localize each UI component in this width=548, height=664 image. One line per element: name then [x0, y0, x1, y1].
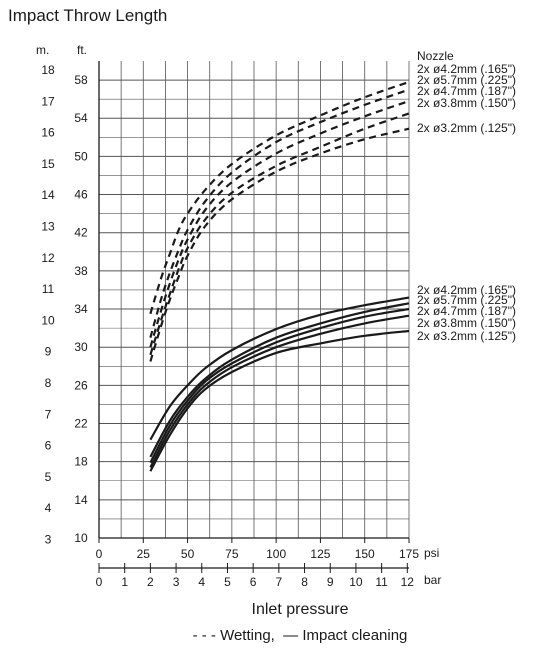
y-tick-feet: 58	[74, 73, 88, 87]
y-tick-feet: 30	[74, 340, 88, 354]
y-tick-feet: 50	[74, 149, 88, 163]
x-tick-psi: 0	[96, 547, 103, 561]
series-label: 2x ø4.2mm (.165")	[417, 62, 516, 76]
y-tick-feet: 26	[74, 378, 88, 392]
x-tick-bar: 0	[96, 575, 103, 589]
series-layer	[149, 80, 410, 472]
x-unit-psi: psi	[424, 546, 439, 560]
y-tick-feet: 22	[74, 417, 88, 431]
y-tick-meters: 15	[41, 157, 55, 171]
line-style-legend: - - - Wetting, — Impact cleaning	[193, 627, 408, 644]
y-tick-feet: 18	[74, 455, 88, 469]
y-unit-right: ft.	[77, 43, 87, 57]
x-tick-bar: 1	[121, 575, 128, 589]
wetting-series-line	[149, 127, 410, 362]
x-tick-bar: 12	[401, 575, 415, 589]
chart-grid	[98, 61, 410, 539]
impact-series-line	[149, 314, 410, 468]
y-tick-meters: 12	[41, 251, 55, 265]
y-tick-meters: 9	[45, 345, 52, 359]
y-tick-meters: 14	[41, 188, 55, 202]
y-tick-meters: 4	[45, 501, 52, 515]
wetting-series-line	[149, 100, 410, 348]
x-tick-psi: 100	[266, 547, 286, 561]
x-tick-bar: 5	[224, 575, 231, 589]
x-tick-bar: 11	[375, 575, 388, 589]
chart-title: Impact Throw Length	[8, 6, 167, 25]
y-tick-feet: 38	[74, 264, 88, 278]
series-label: 2x ø4.7mm (.187")	[417, 84, 516, 98]
series-label: 2x ø3.2mm (.125")	[417, 121, 516, 135]
x-axis-label: Inlet pressure	[252, 601, 349, 618]
series-label: 2x ø5.7mm (.225")	[417, 73, 516, 87]
wetting-series-line	[149, 88, 410, 338]
x-tick-psi: 150	[355, 547, 375, 561]
series-labels: 2x ø4.2mm (.165")2x ø5.7mm (.225")2x ø4.…	[417, 62, 516, 343]
y-tick-feet: 54	[74, 111, 88, 125]
y-tick-feet: 14	[74, 493, 88, 507]
y-axis-meters: 3 4 5 6 7 8 9 10 11 12 13 14 15 16 17 18	[41, 63, 55, 546]
impact-series-line	[149, 296, 410, 441]
legend-title: Nozzle	[417, 49, 454, 63]
series-label: 2x ø3.8mm (.150")	[417, 96, 516, 110]
y-tick-feet: 42	[74, 226, 88, 240]
y-axis-feet: 10 14 18 22 26 30 34 38 42 46 50 54 58	[74, 73, 88, 545]
series-label: 2x ø4.7mm (.187")	[417, 304, 516, 318]
y-tick-meters: 13	[41, 220, 55, 234]
x-tick-bar: 9	[327, 575, 334, 589]
series-label: 2x ø5.7mm (.225")	[417, 293, 516, 307]
x-tick-psi: 25	[137, 547, 151, 561]
x-tick-bar: 4	[198, 575, 205, 589]
impact-series-line	[149, 329, 410, 472]
x-unit-bar: bar	[424, 573, 441, 587]
x-tick-bar: 8	[301, 575, 308, 589]
y-unit-left: m.	[36, 43, 49, 57]
x-tick-bar: 7	[276, 575, 283, 589]
x-tick-psi: 175	[399, 547, 419, 561]
x-tick-psi: 125	[310, 547, 330, 561]
wetting-series-line	[149, 112, 410, 356]
series-label: 2x ø3.8mm (.150")	[417, 316, 516, 330]
x-tick-bar: 10	[349, 575, 363, 589]
series-label: 2x ø4.2mm (.165")	[417, 283, 516, 297]
impact-series-line	[149, 302, 410, 458]
series-label: 2x ø3.2mm (.125")	[417, 329, 516, 343]
y-tick-meters: 6	[45, 439, 52, 453]
wetting-series-line	[149, 80, 410, 315]
y-tick-meters: 10	[41, 313, 55, 327]
y-tick-meters: 5	[45, 470, 52, 484]
y-tick-meters: 7	[45, 407, 52, 421]
y-tick-feet: 34	[74, 302, 88, 316]
y-tick-meters: 3	[45, 533, 52, 547]
x-tick-bar: 3	[173, 575, 180, 589]
y-tick-meters: 16	[41, 126, 55, 140]
x-tick-psi: 75	[225, 547, 239, 561]
y-tick-feet: 46	[74, 188, 88, 202]
y-tick-feet: 10	[74, 531, 88, 545]
y-tick-meters: 17	[41, 94, 55, 108]
y-tick-meters: 18	[41, 63, 55, 77]
y-tick-meters: 8	[45, 376, 52, 390]
x-axis-psi: 0 25 50 75 100 125 150 175	[96, 538, 419, 561]
y-tick-meters: 11	[42, 282, 55, 296]
impact-series-line	[149, 307, 410, 464]
x-tick-bar: 2	[147, 575, 154, 589]
x-tick-bar: 6	[250, 575, 257, 589]
x-axis-bar: 0 1 2 3 4 5 6 7 8 9 10 11 12	[96, 563, 415, 589]
x-tick-psi: 50	[181, 547, 195, 561]
